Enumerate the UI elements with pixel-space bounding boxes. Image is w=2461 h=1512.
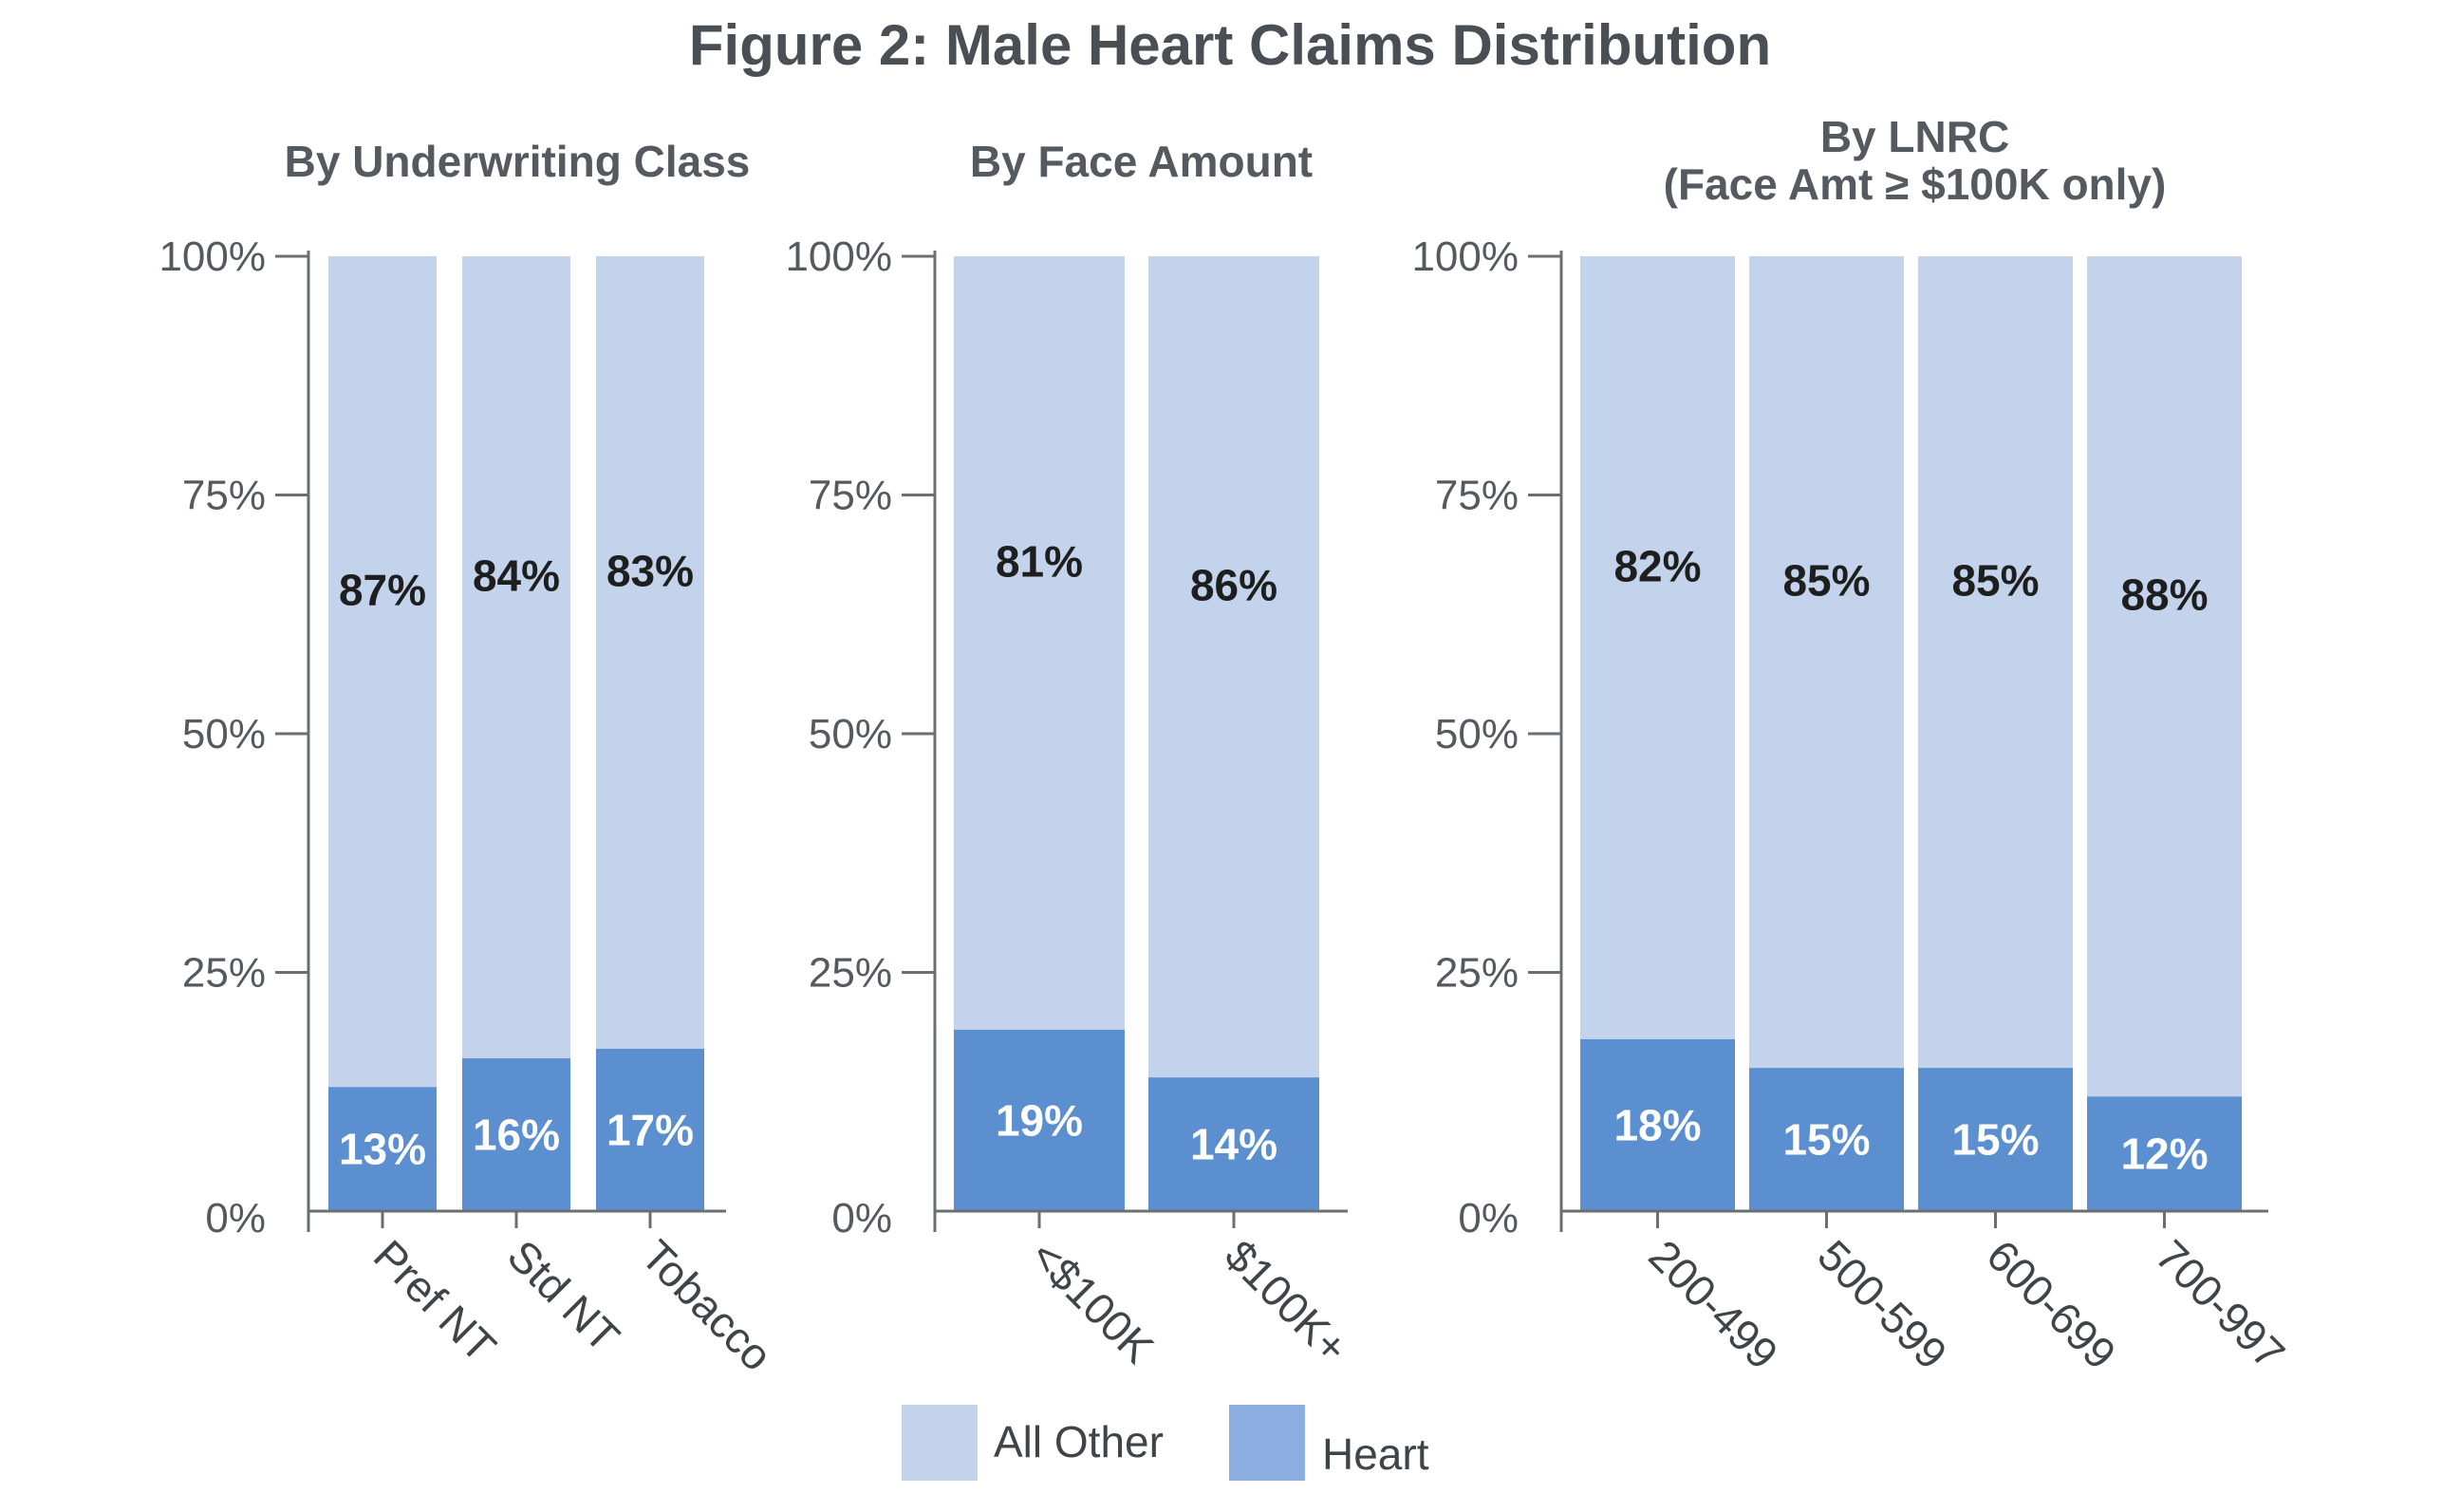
y-tick-label-100: 100% <box>1411 233 1519 280</box>
y-tick-label-75: 75% <box>182 473 266 519</box>
data-label-heart-tobacco: 17% <box>606 1105 694 1154</box>
data-label-all-other-100k: 81% <box>996 536 1083 586</box>
panel-title: By Underwriting Class <box>285 137 751 186</box>
data-label-all-other-tobacco: 83% <box>606 546 694 595</box>
bar-all-other-600-699 <box>1918 256 2073 1069</box>
data-label-all-other-std-nt: 84% <box>473 551 560 601</box>
x-tick-label-700-997: 700-997 <box>2146 1230 2294 1378</box>
legend-label-all-other: All Other <box>994 1417 1164 1466</box>
x-tick-label-pref-nt: Pref NT <box>364 1230 506 1372</box>
data-label-all-other-pref-nt: 87% <box>339 566 426 615</box>
bar-heart-100k <box>1148 1077 1319 1211</box>
y-tick-label-0: 0% <box>831 1195 892 1241</box>
legend-swatch-heart <box>1229 1405 1305 1481</box>
panel-title: By LNRC <box>1820 112 2009 161</box>
legend-item-all-other: All Other <box>902 1405 1164 1481</box>
bar-heart-100k <box>954 1029 1125 1211</box>
y-tick-label-100: 100% <box>785 233 892 280</box>
bar-all-other-500-599 <box>1749 256 1904 1069</box>
bar-heart-500-599 <box>1749 1068 1904 1211</box>
bar-all-other-pref-nt <box>328 256 437 1088</box>
y-tick-label-25: 25% <box>182 950 266 997</box>
legend-label-heart: Heart <box>1322 1429 1429 1479</box>
y-tick-label-50: 50% <box>809 711 892 757</box>
data-label-heart-500-599: 15% <box>1782 1115 1870 1165</box>
y-tick-label-75: 75% <box>809 473 892 519</box>
panel-by-lnrc: By LNRC(Face Amt ≥ $100K only) 82% 18% 200-… <box>1411 112 2294 1378</box>
bar-heart-pref-nt <box>328 1087 437 1211</box>
bar-all-other-200-499 <box>1580 256 1735 1039</box>
bar-heart-700-997 <box>2087 1096 2242 1211</box>
data-label-all-other-700-997: 88% <box>2120 570 2208 620</box>
legend-item-heart: Heart <box>1229 1405 1429 1481</box>
y-tick-label-75: 75% <box>1435 473 1519 519</box>
panel-subtitle: (Face Amt ≥ $100K only) <box>1664 159 2167 209</box>
bar-heart-200-499 <box>1580 1038 1735 1211</box>
y-tick-label-50: 50% <box>1435 711 1519 757</box>
data-label-all-other-600-699: 85% <box>1951 556 2039 606</box>
bar-all-other-std-nt <box>462 256 570 1059</box>
chart-panels: By Underwriting Class 87% 13% Pref NT 84% 16%… <box>158 112 2294 1380</box>
y-tick-label-25: 25% <box>809 950 892 997</box>
data-label-heart-100k: 19% <box>996 1095 1083 1145</box>
panel-title: By Face Amount <box>970 137 1313 186</box>
bar-all-other-tobacco <box>596 256 704 1049</box>
data-label-heart-100k: 14% <box>1190 1120 1277 1169</box>
data-label-all-other-500-599: 85% <box>1782 556 1870 606</box>
bar-heart-std-nt <box>462 1058 570 1211</box>
data-label-heart-700-997: 12% <box>2120 1129 2208 1179</box>
figure-title: Figure 2: Male Heart Claims Distribution <box>689 13 1771 77</box>
bar-heart-tobacco <box>596 1048 704 1211</box>
data-label-heart-200-499: 18% <box>1613 1100 1701 1149</box>
x-tick-label-500-599: 500-599 <box>1808 1230 1956 1378</box>
x-tick-label-200-499: 200-499 <box>1639 1230 1787 1378</box>
y-tick-label-0: 0% <box>205 1195 266 1241</box>
data-label-heart-std-nt: 16% <box>473 1111 560 1160</box>
y-tick-label-0: 0% <box>1458 1195 1519 1241</box>
y-tick-label-50: 50% <box>182 711 266 757</box>
bar-all-other-700-997 <box>2087 256 2242 1097</box>
chart-legend: All Other Heart <box>902 1405 1429 1481</box>
x-tick-label-100k: <$100K <box>1021 1230 1164 1372</box>
bar-heart-600-699 <box>1918 1068 2073 1211</box>
legend-swatch-all-other <box>902 1405 978 1481</box>
bar-all-other-100k <box>954 256 1125 1030</box>
data-label-heart-600-699: 15% <box>1951 1115 2039 1165</box>
y-tick-label-100: 100% <box>158 233 266 280</box>
panel-by-underwriting-class: By Underwriting Class 87% 13% Pref NT 84% 16%… <box>158 137 781 1380</box>
data-label-heart-pref-nt: 13% <box>339 1125 426 1174</box>
bar-all-other-100k <box>1148 256 1319 1078</box>
x-tick-label-std-nt: Std NT <box>498 1230 629 1361</box>
x-tick-label-tobacco: Tobacco <box>632 1230 782 1380</box>
panel-by-face-amount: By Face Amount 81% 19% <$100K 86% 14% $100K+ 0%… <box>785 137 1357 1372</box>
data-label-all-other-200-499: 82% <box>1613 541 1701 590</box>
y-tick-label-25: 25% <box>1435 950 1519 997</box>
x-tick-label-100k: $100K+ <box>1216 1230 1358 1372</box>
x-tick-label-600-699: 600-699 <box>1977 1230 2125 1378</box>
data-label-all-other-100k: 86% <box>1190 561 1277 610</box>
